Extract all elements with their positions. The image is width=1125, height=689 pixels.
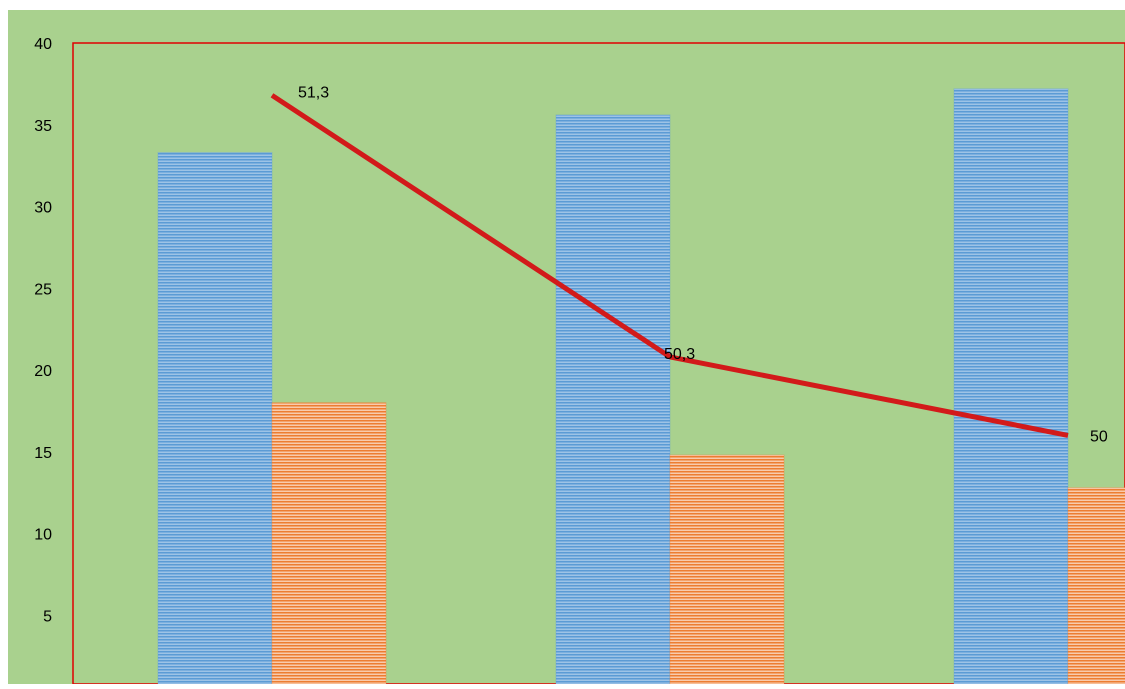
y-tick-label: 10 <box>34 527 52 544</box>
line-series-path <box>270 93 1069 438</box>
bar-series-1-3 <box>953 88 1069 685</box>
y-tick-label: 40 <box>34 36 52 53</box>
line-series: 51,3 50,3 50 <box>270 84 1108 445</box>
bar-series-1-1 <box>157 152 273 685</box>
bar-series-2-2 <box>669 454 785 685</box>
bars <box>157 88 1125 685</box>
y-tick-label: 30 <box>34 200 52 217</box>
bar-series-2-1 <box>271 402 387 685</box>
y-tick-label: 15 <box>34 445 52 462</box>
y-tick-label: 25 <box>34 281 52 298</box>
y-tick-label: 20 <box>34 363 52 380</box>
line-data-label: 50,3 <box>664 346 695 363</box>
line-data-label: 50 <box>1090 428 1108 445</box>
y-tick-label: 35 <box>34 118 52 135</box>
bar-series-1-2 <box>555 114 671 685</box>
y-axis-ticks: 5 10 15 20 25 30 35 40 <box>34 36 52 625</box>
line-data-label: 51,3 <box>298 84 329 101</box>
y-tick-label: 5 <box>43 608 52 625</box>
bar-series-2-3 <box>1067 487 1125 685</box>
